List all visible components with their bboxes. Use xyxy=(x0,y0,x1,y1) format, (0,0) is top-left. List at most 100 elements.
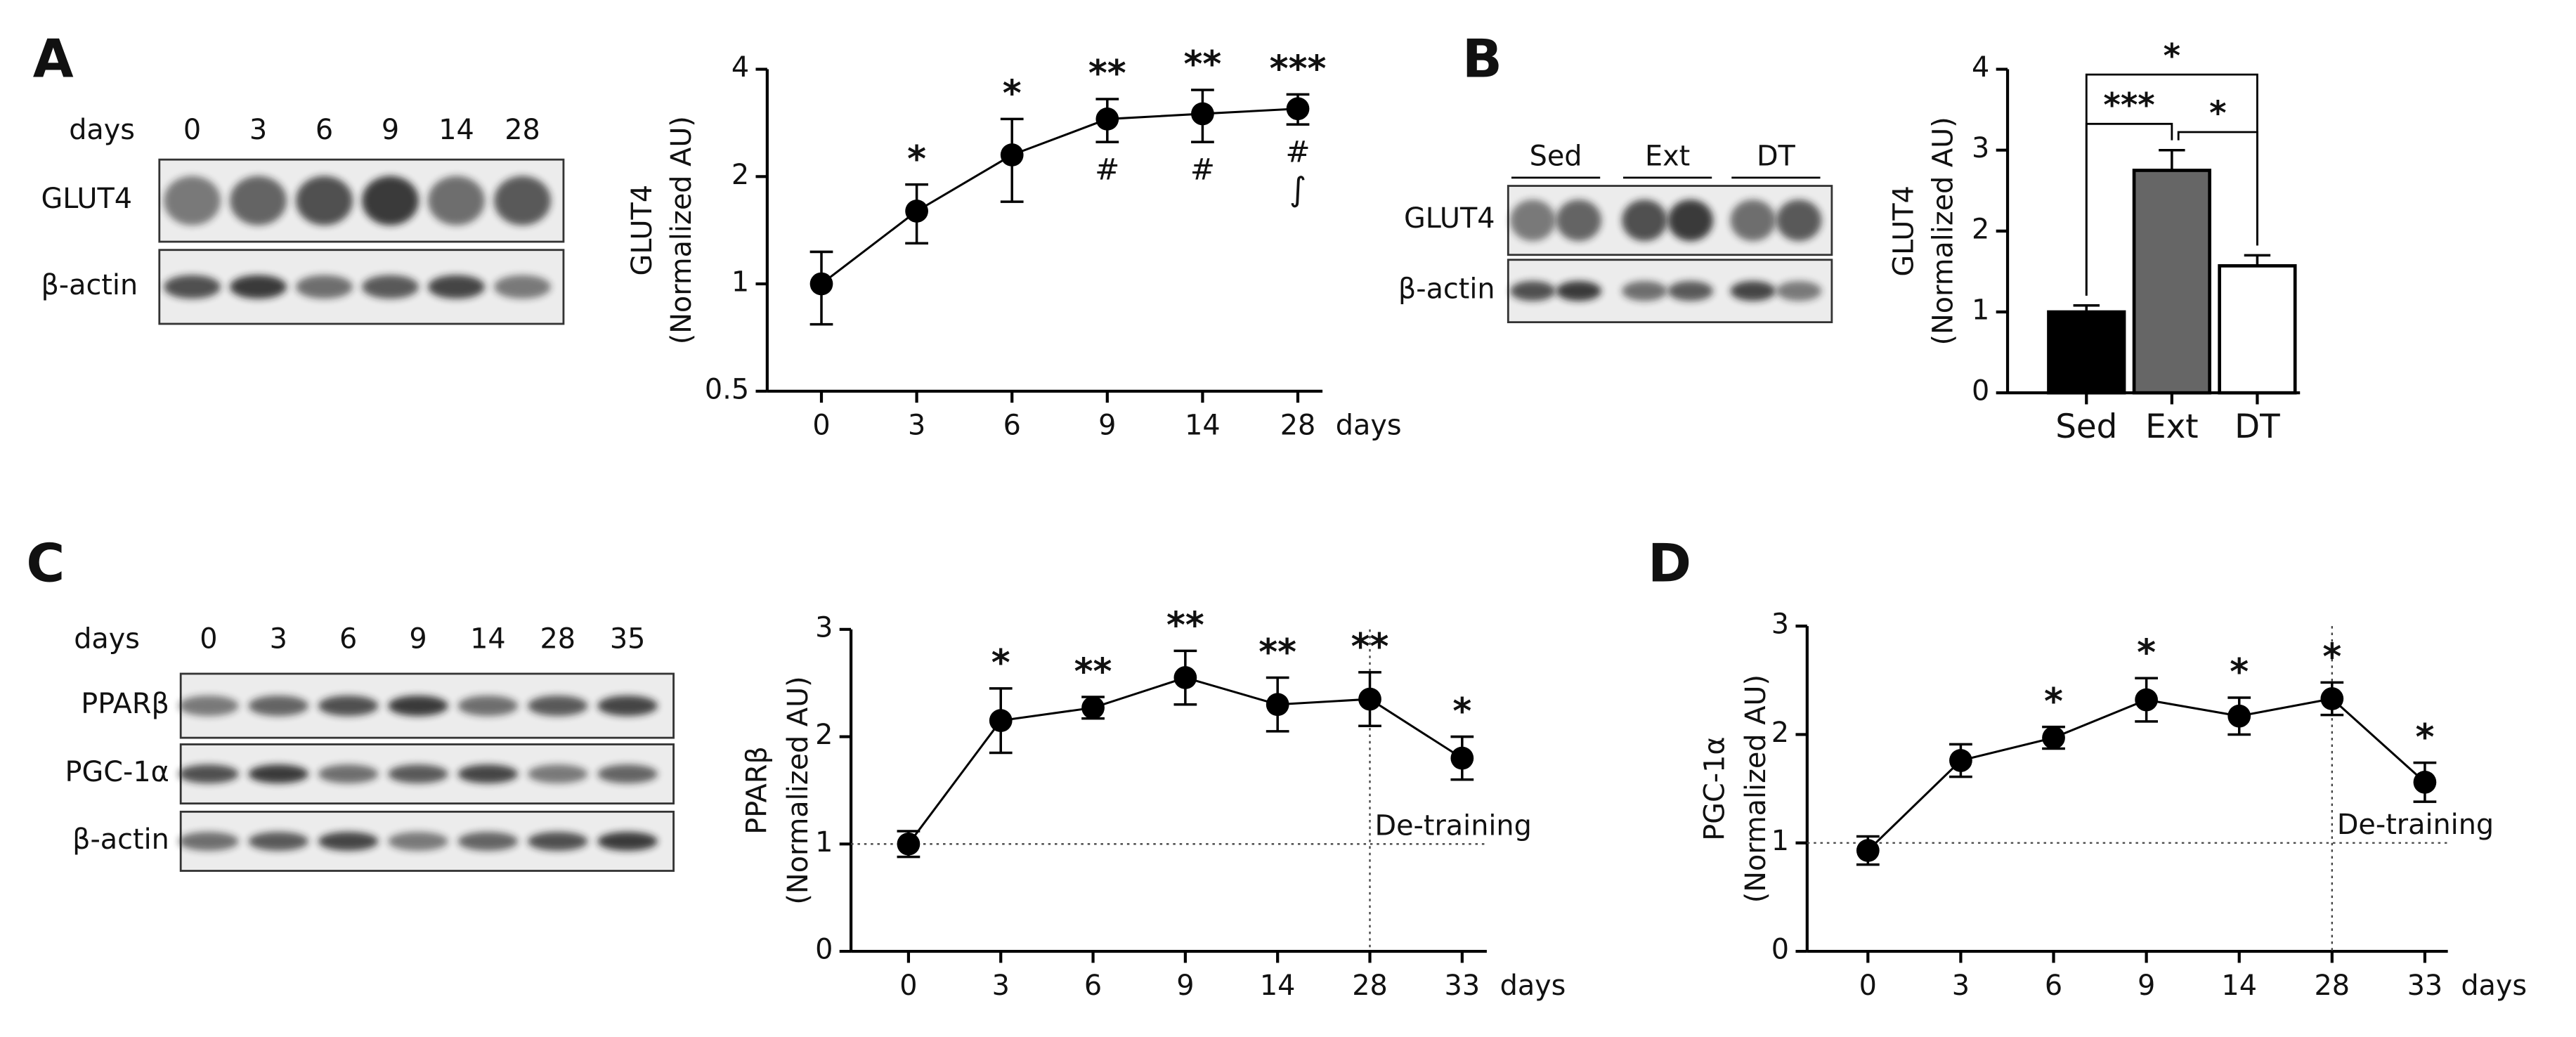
blot-band xyxy=(296,176,353,226)
y-tick-label: 2 xyxy=(731,159,749,191)
x-tick-label: 33 xyxy=(2407,970,2443,1002)
blot-band xyxy=(597,831,658,851)
blot-band xyxy=(362,275,419,299)
blot-row-label: PPARβ xyxy=(81,688,169,720)
blot-group-label: DT xyxy=(1757,140,1796,172)
x-tick-label: 0 xyxy=(899,970,917,1002)
blot-band xyxy=(1730,200,1776,242)
blot-lane-label: 9 xyxy=(382,114,399,146)
hash-mark: # xyxy=(1285,135,1310,169)
blot-band xyxy=(388,764,448,784)
x-tick-label: 3 xyxy=(1952,970,1970,1002)
blot-band xyxy=(1556,280,1601,301)
blot-band xyxy=(494,176,551,226)
x-tick-label: 33 xyxy=(1445,970,1481,1002)
bar xyxy=(2132,169,2211,395)
blot-band xyxy=(494,275,551,299)
data-point xyxy=(2135,688,2158,712)
x-tick-label: 9 xyxy=(1176,970,1194,1002)
integral-mark: ∫ xyxy=(1289,171,1306,209)
blot-lane-label: 0 xyxy=(200,623,217,656)
blot-band xyxy=(597,764,658,784)
data-point xyxy=(897,832,921,856)
panel-letter: A xyxy=(33,29,74,90)
blot-lane-label: 6 xyxy=(316,114,333,146)
blot-band xyxy=(388,831,448,851)
detraining-label: De-training xyxy=(1375,809,1532,842)
blot-lane-label: 3 xyxy=(249,114,267,146)
x-axis-label: days xyxy=(2461,970,2527,1002)
detraining-label: De-training xyxy=(2337,809,2494,841)
blot-row-label: β-actin xyxy=(1398,273,1495,306)
x-tick-label: 28 xyxy=(2315,970,2350,1002)
y-axis-label: (Normalized AU) xyxy=(1740,674,1772,903)
blot-row-label: GLUT4 xyxy=(41,183,132,215)
y-tick-label: 0.5 xyxy=(705,373,749,405)
significance-stars: ** xyxy=(1166,605,1204,647)
y-axis-label: GLUT4 xyxy=(626,185,658,276)
blot-band xyxy=(178,831,239,851)
significance-stars: * xyxy=(1003,73,1022,115)
significance-stars: * xyxy=(991,642,1010,684)
blot-band xyxy=(230,275,287,299)
x-tick-label: Ext xyxy=(2145,408,2199,446)
data-point xyxy=(1286,97,1310,121)
data-point xyxy=(2413,770,2437,794)
data-point xyxy=(1856,839,1880,862)
y-tick-label: 3 xyxy=(1771,608,1789,641)
x-tick-label: 14 xyxy=(1260,970,1296,1002)
x-tick-label: 3 xyxy=(992,970,1010,1002)
blot-row-label: β-actin xyxy=(41,269,138,301)
data-point xyxy=(905,200,928,223)
blot-row-label: PGC-1α xyxy=(65,756,169,788)
y-tick-label: 2 xyxy=(1771,717,1789,749)
significance-stars: * xyxy=(2415,717,2434,759)
y-tick-label: 3 xyxy=(1972,132,1989,164)
blot-lane-label: 14 xyxy=(470,623,506,656)
y-axis-label: (Normalized AU) xyxy=(665,116,698,344)
blot-band xyxy=(457,831,519,851)
blot-lane-title: days xyxy=(69,114,135,146)
x-tick-label: Sed xyxy=(2055,408,2117,446)
x-tick-label: 3 xyxy=(908,410,925,442)
data-point xyxy=(1266,693,1289,717)
blot-band xyxy=(178,695,239,717)
error-bar xyxy=(2244,254,2271,266)
blot-band xyxy=(1622,280,1667,301)
significance-stars: ** xyxy=(1184,44,1222,86)
blot-band xyxy=(318,695,379,717)
x-tick-label: 9 xyxy=(2138,970,2155,1002)
blot-band xyxy=(597,695,658,717)
blot-row-label: β-actin xyxy=(72,823,169,856)
significance-bracket xyxy=(2085,73,2258,296)
blot-band xyxy=(1667,200,1713,242)
blot-lane-label: 35 xyxy=(610,623,646,656)
blot-band xyxy=(388,695,448,717)
blot-band xyxy=(528,831,588,851)
blot-band xyxy=(318,764,379,784)
data-point xyxy=(1095,107,1119,131)
blot-lane-label: 6 xyxy=(339,623,357,656)
bar xyxy=(2218,264,2297,395)
data-point xyxy=(1358,687,1381,711)
x-axis-label: days xyxy=(1336,410,1402,442)
y-axis-label: (Normalized AU) xyxy=(1927,117,1960,345)
blot-band xyxy=(296,275,353,299)
data-point xyxy=(2227,704,2251,728)
bar xyxy=(2047,310,2126,395)
y-tick-label: 1 xyxy=(1972,294,1989,326)
blot-lane-label: 3 xyxy=(270,623,287,656)
data-point xyxy=(1949,749,1972,772)
blot-band xyxy=(248,695,309,717)
x-tick-label: 0 xyxy=(1859,970,1877,1002)
bracket-label: * xyxy=(2209,95,2226,133)
y-tick-label: 0 xyxy=(1771,934,1789,966)
blot-lane-label: 14 xyxy=(438,114,474,146)
blot-band xyxy=(457,764,519,784)
blot-band xyxy=(457,695,519,717)
blot-lane-label: 28 xyxy=(540,623,575,656)
blot-band xyxy=(1556,200,1601,242)
blot-band xyxy=(1510,280,1556,301)
y-tick-label: 3 xyxy=(815,611,833,644)
